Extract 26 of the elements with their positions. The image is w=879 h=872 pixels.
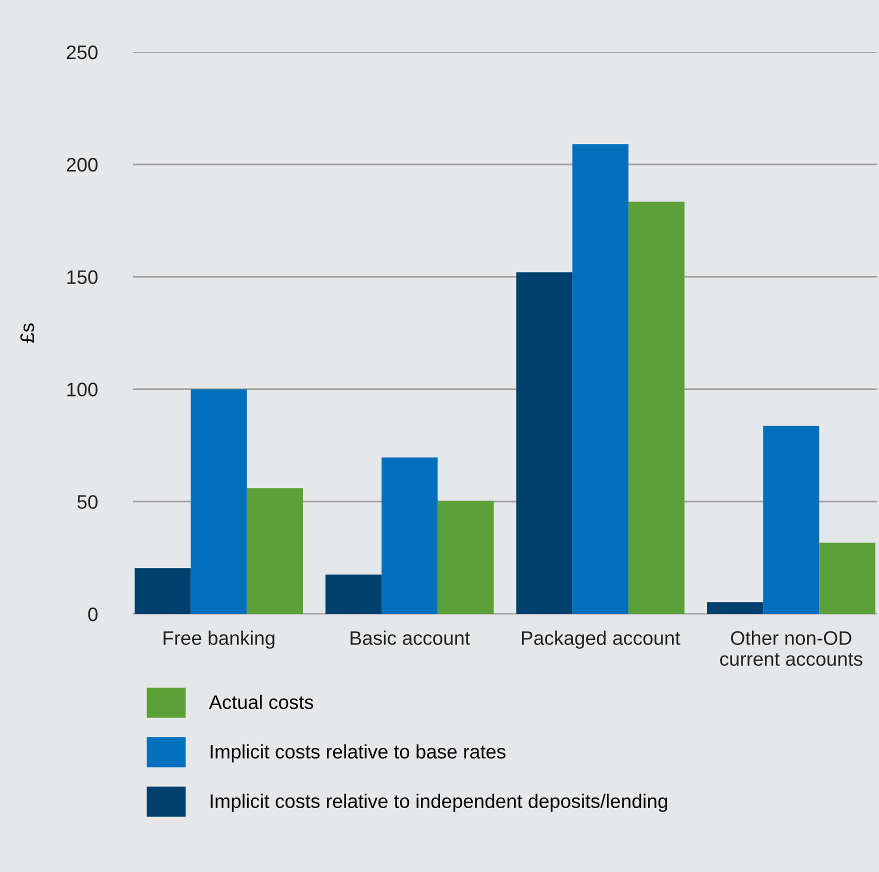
legend-label: Actual costs bbox=[209, 694, 314, 710]
x-tick-label: Free banking bbox=[164, 630, 274, 649]
bar bbox=[516, 272, 572, 614]
x-tick-label: Packaged account bbox=[522, 630, 680, 649]
x-tick-label: Basic account bbox=[350, 630, 470, 645]
bar bbox=[382, 458, 438, 614]
legend-label: Implicit costs relative to independent deposits/lending bbox=[210, 794, 668, 812]
legend-label: Implicit costs relative to base rates bbox=[210, 744, 506, 762]
y-tick-label: 200 bbox=[66, 158, 98, 172]
bar bbox=[707, 602, 764, 614]
y-tick-label: 100 bbox=[67, 382, 98, 396]
y-tick-label: 250 bbox=[66, 45, 98, 60]
y-tick-label: 50 bbox=[77, 495, 98, 509]
bar bbox=[190, 389, 247, 614]
x-tick-label: Other non-OD current accounts bbox=[720, 630, 862, 666]
bar bbox=[763, 426, 820, 614]
bar bbox=[438, 500, 494, 614]
y-tick-label: 0 bbox=[88, 607, 98, 622]
bar bbox=[572, 144, 628, 614]
y-axis-title: £s bbox=[20, 323, 34, 343]
bar bbox=[819, 542, 876, 614]
bar bbox=[628, 202, 685, 614]
y-tick-label: 150 bbox=[67, 270, 98, 284]
bar bbox=[325, 574, 382, 614]
bar bbox=[246, 488, 303, 614]
bar bbox=[134, 568, 191, 614]
